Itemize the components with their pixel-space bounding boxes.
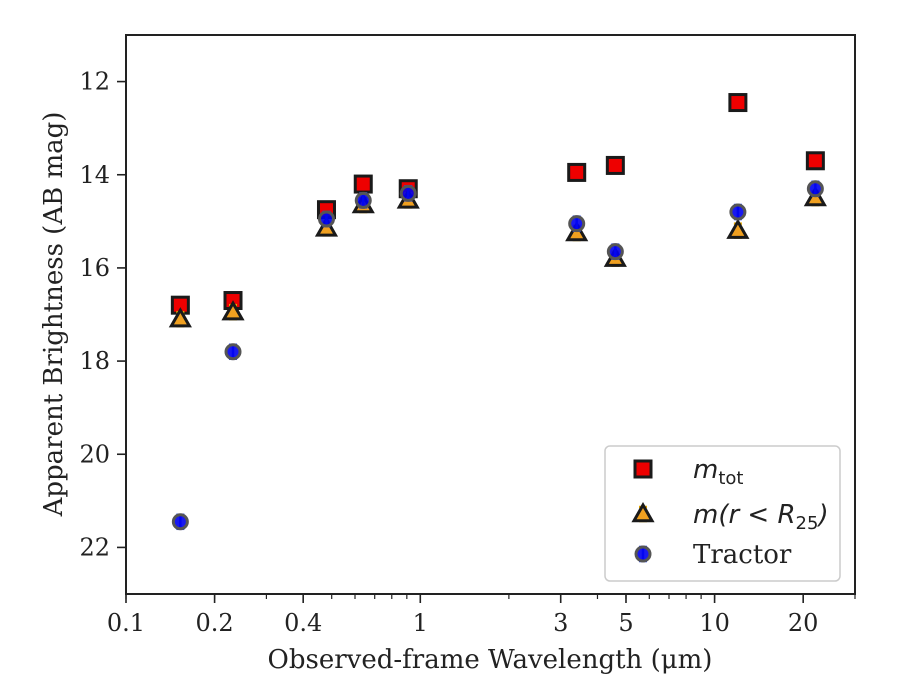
data-point-circle [568, 215, 586, 233]
data-point-circle [171, 513, 189, 531]
data-point-circle [806, 180, 824, 198]
x-tick-label: 0.4 [284, 609, 322, 637]
data-point-square [728, 93, 748, 113]
data-point-triangle [726, 218, 750, 239]
x-axis-label: Observed-frame Wavelength (μm) [268, 645, 713, 675]
x-tick-label: 0.2 [196, 609, 234, 637]
legend-label: m(r < R25) [693, 500, 829, 534]
data-point-square [567, 162, 587, 182]
x-tick-label: 3 [553, 609, 568, 637]
x-axis-ticks: 0.1 0.2 0.4 1 3 5 10 20 [107, 594, 819, 637]
legend-box [604, 445, 841, 582]
y-tick-label: 16 [79, 254, 110, 282]
data-point-circle [317, 210, 335, 228]
x-tick-label: 20 [788, 609, 819, 637]
y-tick-label: 22 [79, 533, 110, 561]
data-point-triangle [168, 307, 192, 328]
y-tick-label: 18 [79, 347, 110, 375]
data-point-square [353, 174, 373, 194]
data-point-circle [606, 243, 624, 261]
data-point-circle [729, 203, 747, 221]
y-tick-label: 12 [79, 68, 110, 96]
data-point-triangle [221, 300, 245, 321]
y-axis-label: Apparent Brightness (AB mag) [39, 112, 69, 518]
data-point-circle [224, 343, 242, 361]
y-tick-label: 14 [79, 161, 110, 189]
data-point-circle [354, 191, 372, 209]
data-points [168, 93, 827, 531]
legend-marker-square [633, 459, 653, 479]
legend-marker-triangle [631, 501, 655, 523]
plot-frame [125, 34, 856, 595]
data-point-square [605, 155, 625, 175]
data-point-circle [399, 184, 417, 202]
x-tick-label: 10 [699, 609, 730, 637]
data-point-square [805, 151, 825, 171]
legend-label: mtot [693, 455, 743, 489]
x-tick-label: 5 [618, 609, 633, 637]
x-tick-label: 1 [413, 609, 428, 637]
legend-marker-circle [634, 545, 652, 563]
legend: mtot m(r < R25) Tractor [604, 445, 841, 582]
y-tick-label: 20 [79, 440, 110, 468]
x-tick-label: 0.1 [107, 609, 145, 637]
legend-label: Tractor [693, 540, 792, 570]
y-axis-ticks: 12 14 16 18 20 22 [79, 68, 126, 561]
